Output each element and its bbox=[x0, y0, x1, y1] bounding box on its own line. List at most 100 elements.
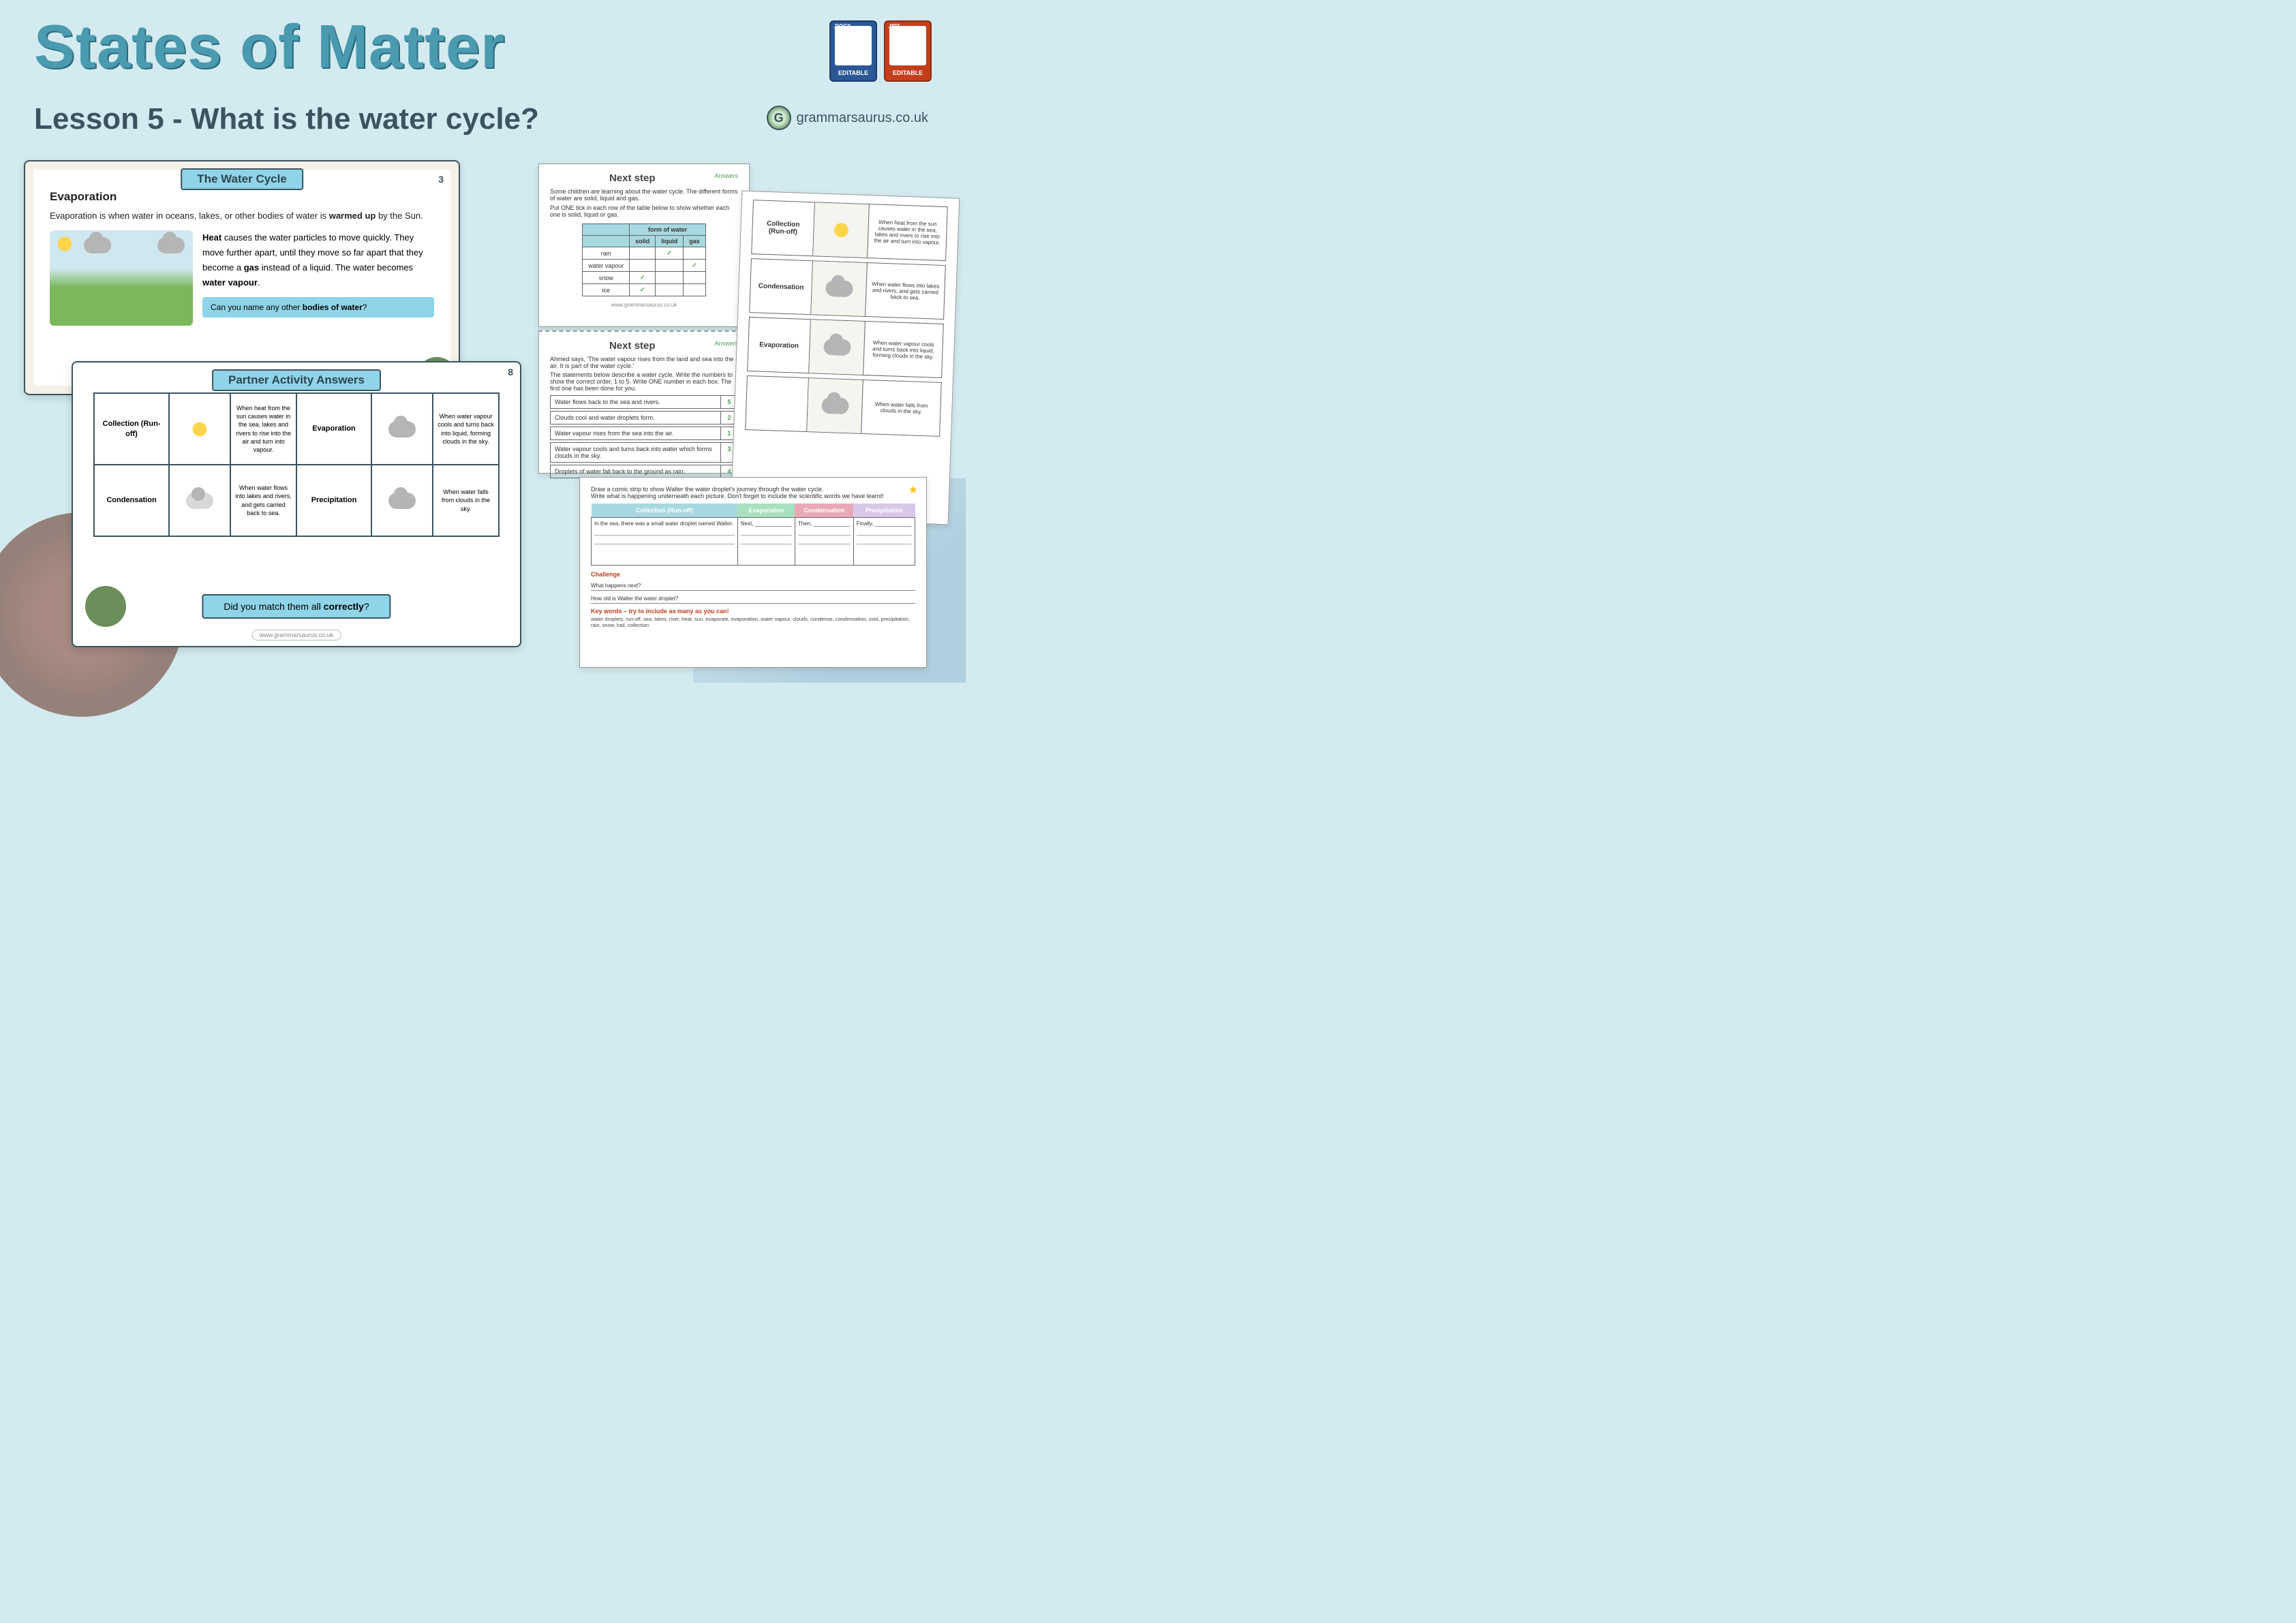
sheet-title: Next step bbox=[550, 172, 738, 184]
file-page-icon bbox=[835, 26, 872, 65]
answers-label: Answers bbox=[714, 340, 738, 347]
slide-water-cycle: The Water Cycle 3 Evaporation Evaporatio… bbox=[24, 160, 460, 395]
sheet-intro: The statements below describe a water cy… bbox=[550, 371, 738, 392]
statement-row: Droplets of water fall back to the groun… bbox=[550, 465, 738, 478]
grid-label: Condensation bbox=[94, 465, 169, 536]
challenge-label: Challenge bbox=[591, 571, 915, 578]
comic-header: Precipitation bbox=[853, 504, 915, 518]
comic-table: Collection (Run-off) Evaporation Condens… bbox=[591, 504, 915, 566]
challenge-question: What happens next? bbox=[591, 580, 915, 591]
table-row: ice✓ bbox=[583, 284, 706, 296]
brand-footer: G grammarsaurus.co.uk bbox=[767, 106, 928, 130]
comic-header: Evaporation bbox=[737, 504, 795, 518]
comic-cell: Finally, ____________ bbox=[853, 518, 915, 566]
grid-desc: When water falls from clouds in the sky. bbox=[433, 465, 499, 536]
cloud-rain-icon bbox=[157, 237, 185, 253]
slide-callout: Can you name any other bodies of water? bbox=[202, 297, 434, 318]
docx-badge: .DOCX EDITABLE bbox=[829, 20, 877, 82]
cloud-icon bbox=[388, 421, 416, 437]
slide-body: Heat causes the water particles to move … bbox=[202, 230, 434, 290]
keywords-list: water droplets, run-off, sea, lakes, riv… bbox=[591, 616, 915, 628]
match-row: When water falls from clouds in the sky. bbox=[745, 375, 942, 437]
statement-row: Water vapour rises from the sea into the… bbox=[550, 427, 738, 440]
brand-text: grammarsaurus.co.uk bbox=[797, 110, 928, 126]
comic-cell: In the sea, there was a small water drop… bbox=[592, 518, 738, 566]
slide-heading: Evaporation bbox=[50, 190, 434, 204]
water-cycle-diagram bbox=[50, 230, 193, 326]
sheet-intro: Put ONE tick in each row of the table be… bbox=[550, 204, 738, 218]
slide-number: 3 bbox=[438, 174, 444, 185]
grid-desc: When water flows into lakes and rivers, … bbox=[230, 465, 296, 536]
slide-number: 8 bbox=[508, 367, 513, 377]
challenge-question: How old is Walter the water droplet? bbox=[591, 593, 915, 604]
page-title: States of Matter bbox=[34, 12, 505, 82]
comic-instruction: Write what is happening underneath each … bbox=[591, 493, 915, 499]
statement-row: Water vapour cools and turns back into w… bbox=[550, 442, 738, 463]
grid-icon bbox=[371, 465, 433, 536]
table-row: water vapour✓ bbox=[583, 260, 706, 272]
grid-icon bbox=[169, 393, 230, 465]
table-header-group: form of water bbox=[630, 224, 706, 236]
cloud-icon bbox=[825, 280, 853, 297]
sun-icon bbox=[55, 234, 74, 253]
match-row: EvaporationWhen water vapour cools and t… bbox=[747, 317, 944, 378]
worksheet-nextstep-table: Answers Next step Some children are lear… bbox=[538, 164, 750, 327]
watermark: www.grammarsaurus.co.uk bbox=[550, 302, 738, 308]
comic-header: Condensation bbox=[795, 504, 853, 518]
grid-icon bbox=[371, 393, 433, 465]
slide-tab: Partner Activity Answers bbox=[212, 369, 381, 391]
watermark: www.grammarsaurus.co.uk bbox=[252, 630, 341, 640]
comic-cell: Next, ____________ bbox=[737, 518, 795, 566]
comic-header: Collection (Run-off) bbox=[592, 504, 738, 518]
sun-icon bbox=[190, 420, 209, 439]
star-icon: ★ bbox=[908, 483, 918, 497]
rain-cloud-icon bbox=[388, 493, 416, 509]
match-icon bbox=[811, 261, 868, 316]
slide-footer: Did you match them all correctly? bbox=[202, 594, 391, 619]
brand-logo-icon: G bbox=[767, 106, 791, 130]
ppt-badge: .PPT EDITABLE bbox=[884, 20, 932, 82]
cloud-icon bbox=[84, 237, 111, 253]
statement-row: Water flows back to the sea and rivers.5 bbox=[550, 395, 738, 409]
match-row: Collection (Run-off)When heat from the s… bbox=[751, 200, 948, 261]
match-icon bbox=[809, 320, 866, 375]
worksheet-nextstep-ordering: Answers Next step Ahmed says, 'The water… bbox=[538, 330, 750, 474]
comic-instruction: Draw a comic strip to show Walter the wa… bbox=[591, 486, 915, 493]
file-type-badges: .DOCX EDITABLE .PPT EDITABLE bbox=[829, 20, 932, 82]
worksheet-comic-strip: ★ Draw a comic strip to show Walter the … bbox=[579, 477, 927, 668]
match-icon bbox=[813, 202, 870, 258]
cloud-icon bbox=[823, 339, 851, 356]
file-page-icon bbox=[889, 26, 926, 65]
page-subtitle: Lesson 5 - What is the water cycle? bbox=[34, 102, 539, 136]
grid-label: Evaporation bbox=[296, 393, 371, 465]
slide-intro: Evaporation is when water in oceans, lak… bbox=[50, 209, 434, 223]
keywords-label: Key words – try to include as many as yo… bbox=[591, 608, 915, 615]
grid-desc: When water vapour cools and turns back i… bbox=[433, 393, 499, 465]
comic-cell: Then, ____________ bbox=[795, 518, 853, 566]
slide-tab: The Water Cycle bbox=[181, 168, 303, 190]
col-solid: solid bbox=[630, 236, 656, 247]
rain-cloud-icon bbox=[821, 397, 849, 414]
worksheet-matching: Collection (Run-off)When heat from the s… bbox=[731, 191, 960, 525]
cloud-icon bbox=[186, 493, 213, 509]
grid-desc: When heat from the sun causes water in t… bbox=[230, 393, 296, 465]
table-row: snow✓ bbox=[583, 272, 706, 284]
sheet-title: Next step bbox=[550, 340, 738, 352]
sheet-intro: Ahmed says, 'The water vapour rises from… bbox=[550, 356, 738, 369]
teacher-avatar-icon bbox=[85, 586, 126, 627]
grid-label: Precipitation bbox=[296, 465, 371, 536]
sun-icon bbox=[831, 220, 851, 240]
table-row: rain✓ bbox=[583, 247, 706, 260]
match-row: CondensationWhen water flows into lakes … bbox=[749, 258, 946, 320]
col-gas: gas bbox=[684, 236, 706, 247]
match-icon bbox=[807, 378, 863, 433]
sheet-intro: Some children are learning about the wat… bbox=[550, 188, 738, 202]
answers-label: Answers bbox=[714, 172, 738, 179]
statement-row: Clouds cool and water droplets form.2 bbox=[550, 411, 738, 424]
slide-partner-activity: Partner Activity Answers 8 Collection (R… bbox=[72, 361, 521, 647]
state-table: form of water solidliquidgas rain✓ water… bbox=[582, 223, 706, 296]
col-liquid: liquid bbox=[656, 236, 684, 247]
activity-grid: Collection (Run-off) When heat from the … bbox=[93, 392, 500, 537]
grid-icon bbox=[169, 465, 230, 536]
grid-label: Collection (Run-off) bbox=[94, 393, 169, 465]
